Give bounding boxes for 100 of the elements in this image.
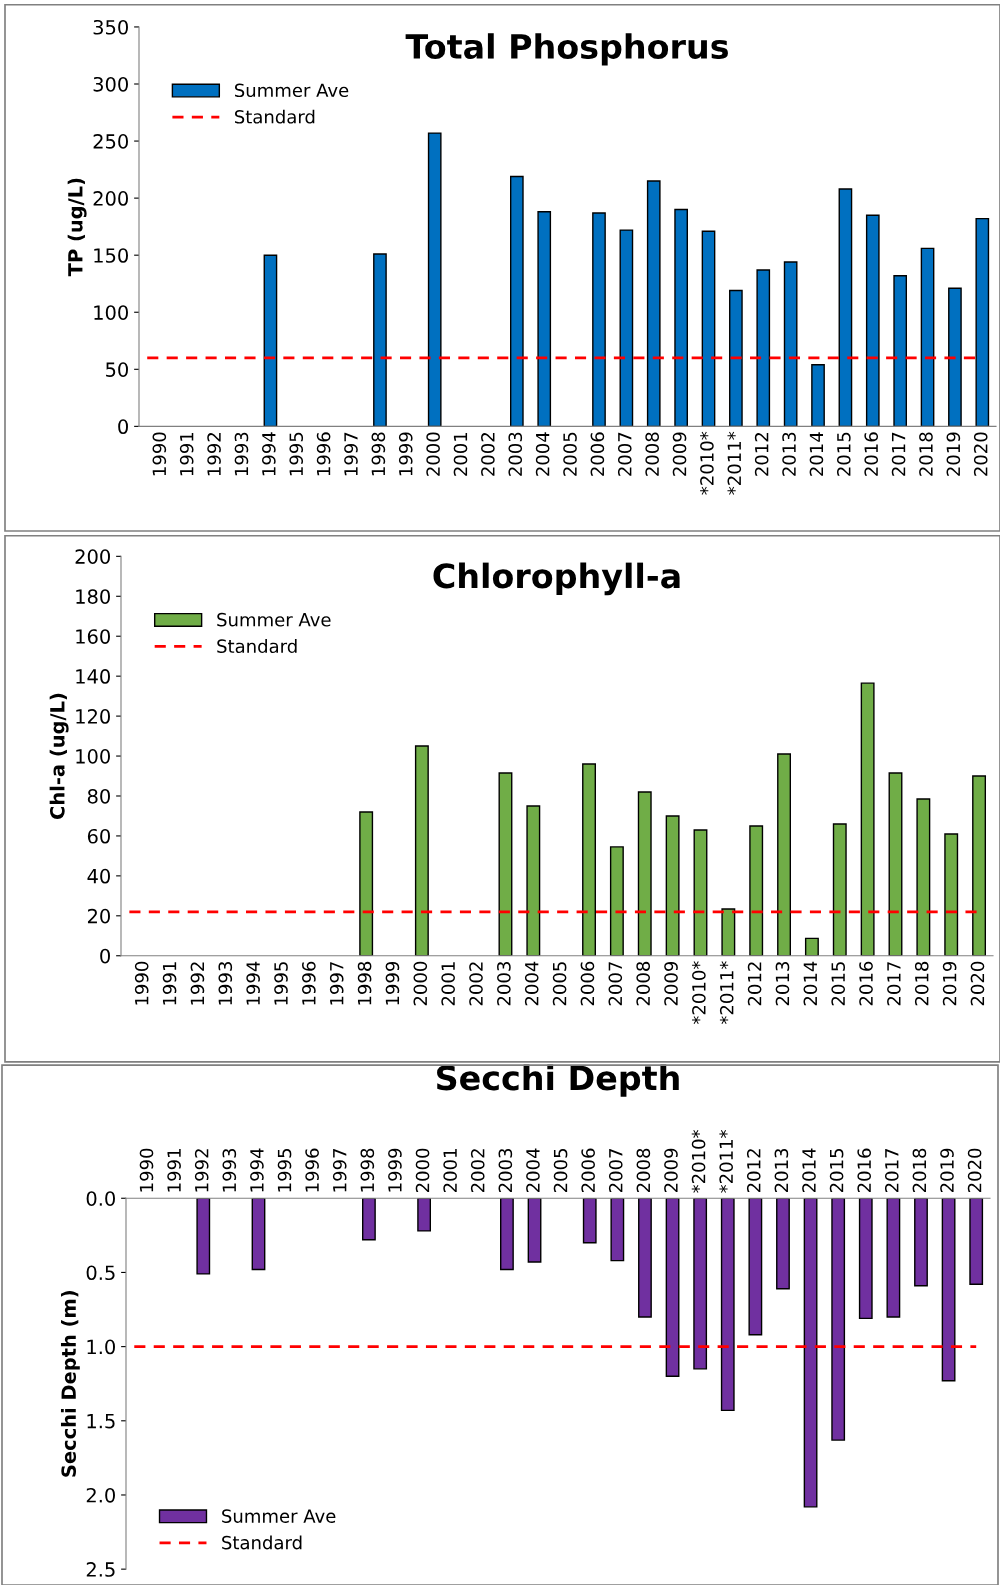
bar [729, 289, 743, 427]
bar [527, 1198, 542, 1263]
bar [860, 682, 875, 956]
chart-title: Chlorophyll-a [433, 562, 680, 596]
x-tick-label: 2002 [481, 433, 495, 476]
bar [701, 230, 716, 427]
bar [838, 188, 853, 427]
x-tick-label: 2012 [747, 962, 762, 1006]
y-tick-label: 20 [87, 908, 110, 924]
y-tick-label: 0.5 [86, 1265, 115, 1281]
x-tick-label: 2007 [617, 432, 632, 476]
x-tick-label: 2016 [864, 432, 879, 476]
x-tick-label: 1993 [222, 1148, 237, 1192]
bar [893, 275, 908, 427]
y-tick-label: 60 [87, 828, 110, 844]
x-tick-label: 1991 [162, 962, 177, 1005]
y-tick-label: 250 [93, 134, 128, 149]
y-tick-label: 300 [93, 76, 128, 92]
x-tick-label: 2002 [469, 962, 483, 1006]
bar [831, 1198, 846, 1441]
bar [196, 1198, 211, 1275]
y-axis-title: TP (ug/L) [67, 178, 87, 277]
x-tick-label: 2020 [970, 961, 985, 1006]
y-tick-label: 140 [76, 669, 110, 684]
bar [749, 825, 764, 956]
x-tick-label: 2015 [831, 962, 846, 1006]
bar [638, 1198, 652, 1318]
bar [858, 1198, 873, 1320]
x-tick-label: 2008 [636, 961, 650, 1006]
chart-title: Total Phosphorus [405, 33, 728, 66]
x-tick-label: 1990 [152, 432, 167, 476]
bar [263, 254, 278, 427]
x-tick-label: 2009 [664, 961, 678, 1006]
x-tick-label: *2010* [692, 961, 706, 1025]
bar [610, 1198, 625, 1262]
x-tick-label: 2002 [470, 1149, 485, 1193]
bar [665, 1198, 680, 1377]
x-tick-label: 2004 [535, 432, 550, 476]
bar [373, 253, 387, 427]
x-tick-label: 2005 [552, 962, 567, 1006]
bar [582, 1198, 597, 1244]
x-tick-label: 2017 [884, 1148, 899, 1193]
x-tick-label: 1992 [190, 962, 205, 1005]
legend-label: Standard [234, 109, 315, 124]
x-tick-label: 2018 [914, 961, 929, 1006]
x-tick-label: 1996 [316, 432, 331, 476]
x-tick-label: 1994 [262, 432, 276, 476]
bar [537, 211, 552, 427]
x-tick-label: 2019 [946, 432, 961, 476]
legend-label: Summer Ave [234, 83, 349, 98]
legend-label: Summer Ave [217, 612, 331, 627]
bar [619, 229, 634, 427]
bar [865, 214, 880, 427]
x-tick-label: 2000 [413, 961, 428, 1006]
bar [693, 829, 708, 956]
x-tick-label: 1999 [388, 1148, 402, 1192]
bar [783, 261, 798, 427]
x-tick-label: 2009 [672, 432, 687, 476]
x-tick-label: *2011* [727, 431, 742, 495]
x-tick-label: 2016 [857, 1148, 872, 1193]
bar [975, 217, 990, 427]
x-tick-label: 2006 [581, 1148, 595, 1193]
x-tick-label: 2019 [940, 1148, 954, 1193]
x-tick-label: 1993 [234, 432, 249, 476]
y-tick-label: 1.5 [87, 1414, 115, 1429]
y-tick-label: 80 [87, 788, 110, 804]
x-tick-label: *2010* [691, 1129, 706, 1193]
bar [914, 1198, 928, 1287]
x-tick-label: 2019 [942, 961, 957, 1006]
x-tick-label: *2011* [719, 1129, 733, 1193]
x-tick-label: 2006 [580, 961, 595, 1006]
y-tick-label: 100 [76, 749, 110, 764]
x-tick-label: 2014 [803, 961, 818, 1006]
legend-label: Summer Ave [222, 1509, 336, 1523]
legend-label: Standard [222, 1535, 302, 1550]
x-tick-label: 2014 [809, 432, 824, 476]
bar [776, 1198, 790, 1290]
y-tick-label: 100 [94, 305, 128, 320]
x-tick-label: 2015 [836, 432, 851, 476]
x-tick-label: 1996 [305, 1148, 319, 1192]
x-tick-label: *2011* [719, 961, 734, 1025]
x-tick-label: 1990 [139, 1148, 154, 1192]
x-tick-label: 2017 [887, 962, 901, 1006]
x-tick-label: 2013 [782, 432, 796, 476]
x-tick-label: 2016 [859, 961, 873, 1006]
x-tick-label: 2006 [590, 432, 605, 476]
bar [721, 908, 736, 956]
x-tick-label: 2003 [497, 962, 511, 1006]
y-tick-label: 40 [87, 868, 110, 884]
bar [674, 208, 688, 427]
bar [509, 175, 524, 427]
x-tick-label: 2004 [526, 1148, 540, 1193]
bar [941, 1198, 956, 1382]
x-tick-label: 1994 [250, 1148, 264, 1192]
y-tick-label: 120 [76, 709, 110, 724]
y-tick-label: 200 [93, 191, 128, 206]
bar [886, 1198, 901, 1318]
x-tick-label: 1993 [218, 962, 233, 1005]
x-tick-label: 2003 [498, 1148, 513, 1193]
x-tick-label: 2014 [802, 1148, 816, 1193]
